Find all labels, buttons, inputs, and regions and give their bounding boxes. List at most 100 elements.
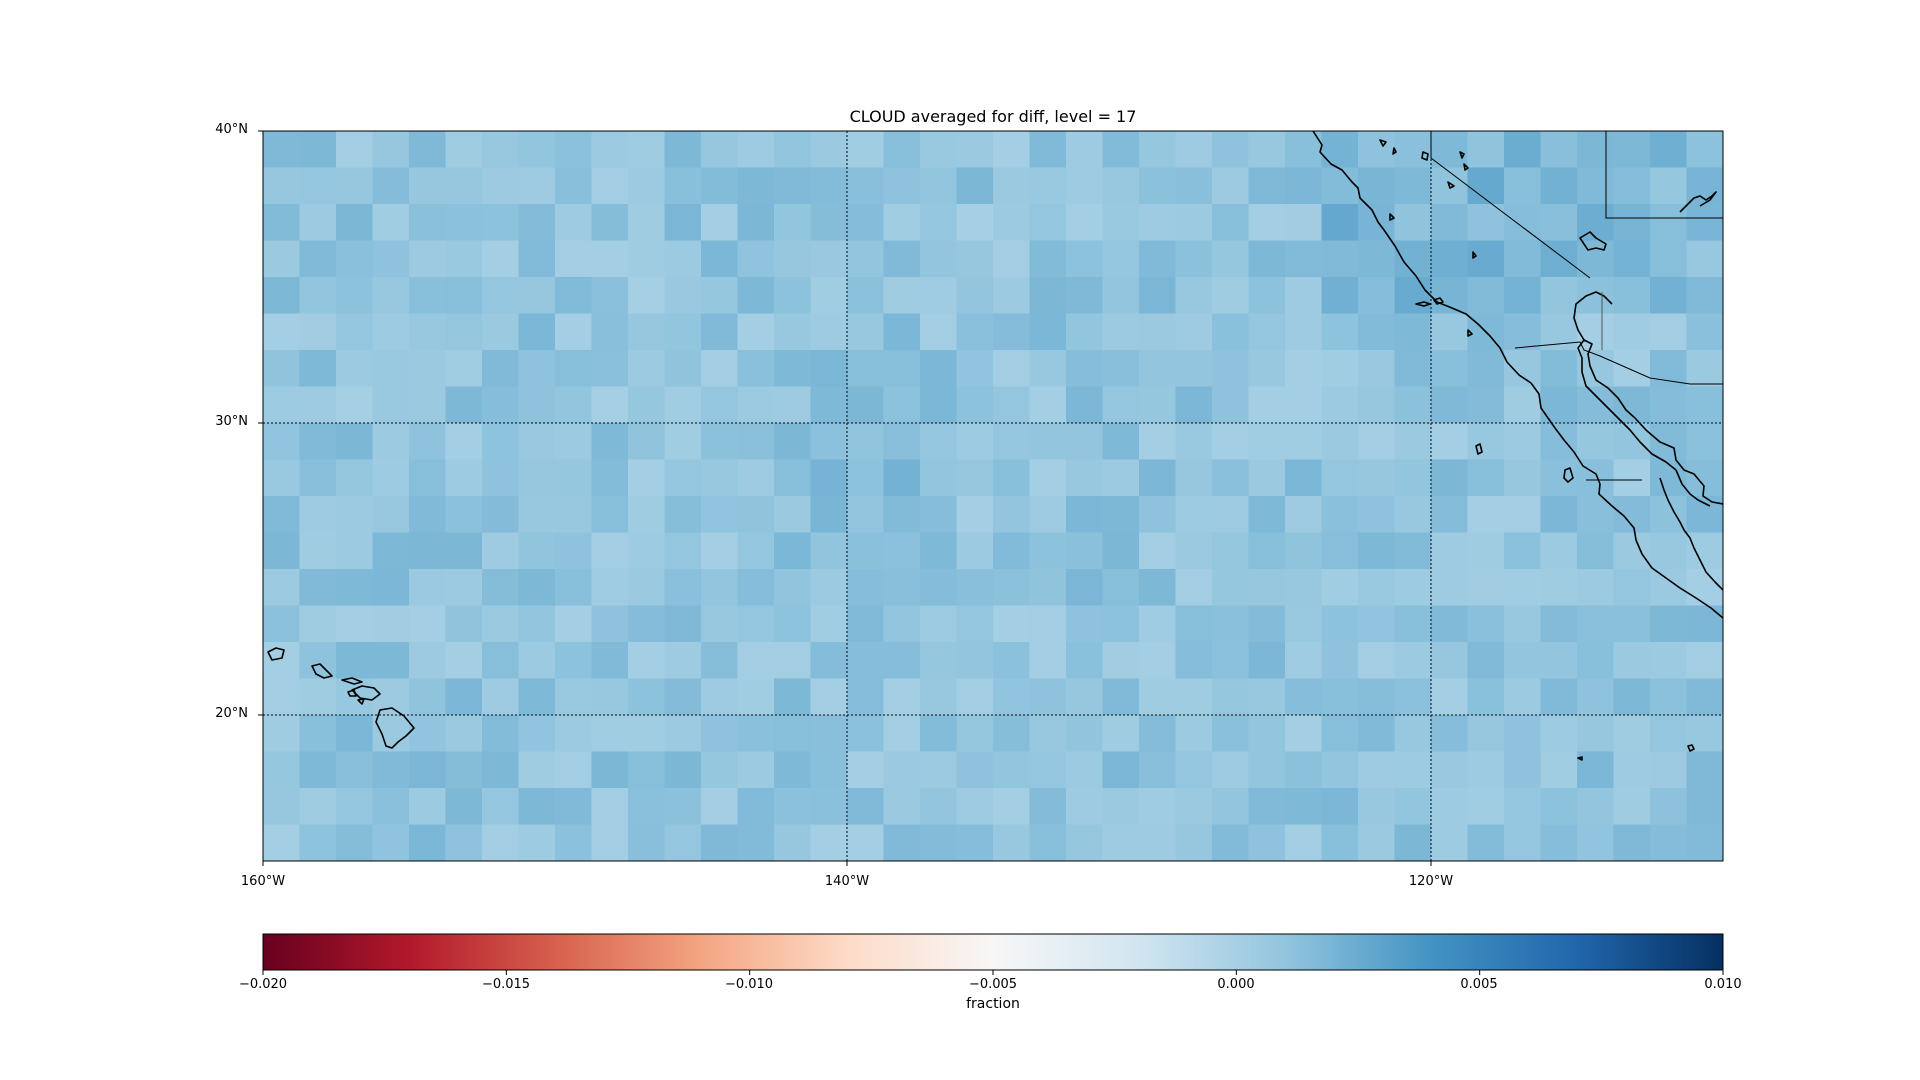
heatmap-cell <box>920 569 958 607</box>
heatmap-cell <box>591 678 629 716</box>
heatmap-cell <box>1358 459 1396 497</box>
heatmap-cell <box>1285 167 1323 205</box>
heatmap-cell <box>1212 605 1250 643</box>
heatmap-cell <box>1285 131 1323 169</box>
heatmap-cell <box>1431 459 1469 497</box>
heatmap-cell <box>1650 751 1688 789</box>
heatmap-cell <box>1431 496 1469 534</box>
heatmap-cell <box>1248 788 1286 826</box>
heatmap-cell <box>1248 642 1286 680</box>
gulf-of-california-coastline <box>1577 339 1723 507</box>
heatmap-cell <box>1029 751 1067 789</box>
heatmap-cell <box>883 459 921 497</box>
heatmap-cell <box>956 824 994 861</box>
heatmap-cell <box>1248 423 1286 461</box>
heatmap-cell <box>1066 423 1104 461</box>
heatmap-cell <box>847 350 885 388</box>
heatmap-cell <box>1540 277 1578 315</box>
heatmap-cell <box>1139 788 1177 826</box>
heatmap-cell <box>1066 350 1104 388</box>
heatmap-cell <box>409 496 447 534</box>
heatmap-cell <box>1358 350 1396 388</box>
heatmap-cell <box>591 240 629 278</box>
heatmap-cell <box>409 313 447 351</box>
heatmap-cell <box>1102 313 1140 351</box>
colorbar-ticks <box>262 970 1724 975</box>
heatmap-cell <box>1212 532 1250 570</box>
heatmap-cell <box>336 423 374 461</box>
heatmap-cell <box>1066 788 1104 826</box>
heatmap-cell <box>1029 313 1067 351</box>
heatmap-cell <box>482 605 520 643</box>
heatmap-cell <box>482 642 520 680</box>
heatmap-cell <box>299 788 337 826</box>
heatmap-cell <box>409 751 447 789</box>
heatmap-cell <box>1358 277 1396 315</box>
heatmap-cell <box>336 131 374 169</box>
lat-label-40n: 40°N <box>215 122 248 137</box>
heatmap-cell <box>555 678 593 716</box>
heatmap-cell <box>810 277 848 315</box>
heatmap-cell <box>1577 678 1615 716</box>
heatmap-cell <box>482 204 520 242</box>
heatmap-cell <box>956 131 994 169</box>
heatmap-cell <box>1577 423 1615 461</box>
heatmap-cell <box>1212 167 1250 205</box>
heatmap-cell <box>847 277 885 315</box>
heatmap-cell <box>372 240 410 278</box>
heatmap-cell <box>1650 423 1688 461</box>
heatmap-cell <box>555 423 593 461</box>
heatmap-cell <box>518 350 556 388</box>
heatmap-cell <box>737 277 775 315</box>
heatmap-cell <box>1504 751 1542 789</box>
heatmap-cell <box>810 824 848 861</box>
heatmap-cell <box>445 423 483 461</box>
heatmap-cell <box>372 350 410 388</box>
heatmap-cell <box>774 386 812 424</box>
heatmap-cell <box>1248 824 1286 861</box>
heatmap-cell <box>1175 423 1213 461</box>
colorbar-label: fraction <box>966 996 1020 1012</box>
heatmap-cell <box>883 204 921 242</box>
heatmap-cell <box>336 204 374 242</box>
heatmap-cell <box>1175 350 1213 388</box>
heatmap-cell <box>336 167 374 205</box>
heatmap-cell <box>1650 532 1688 570</box>
heatmap-cell <box>482 496 520 534</box>
heatmap-cell <box>1577 642 1615 680</box>
heatmap-cell <box>628 496 666 534</box>
heatmap-cell <box>1102 824 1140 861</box>
heatmap-cell <box>920 751 958 789</box>
heatmap-cell <box>555 277 593 315</box>
heatmap-cell <box>956 277 994 315</box>
heatmap-cell <box>1139 642 1177 680</box>
chart-title: CLOUD averaged for diff, level = 17 <box>849 107 1137 126</box>
clarion-island <box>1577 756 1583 761</box>
heatmap-cell <box>555 350 593 388</box>
heatmap-cell <box>1212 423 1250 461</box>
heatmap-cell <box>1686 204 1723 242</box>
heatmap-cell <box>299 240 337 278</box>
heatmap-cell <box>1139 678 1177 716</box>
heatmap-cell <box>1613 605 1651 643</box>
heatmap-cell <box>1212 751 1250 789</box>
heatmap-cell <box>518 678 556 716</box>
heatmap-cell <box>409 715 447 753</box>
heatmap-cell <box>1504 350 1542 388</box>
heatmap-cell <box>847 423 885 461</box>
heatmap-cell <box>993 204 1031 242</box>
heatmap-cell <box>701 240 739 278</box>
heatmap-cell <box>1394 423 1432 461</box>
heatmap-cell <box>847 131 885 169</box>
heatmap-cell <box>336 788 374 826</box>
colorbar-tick-label: −0.005 <box>968 977 1018 992</box>
heatmap-cell <box>555 240 593 278</box>
heatmap-cell <box>445 131 483 169</box>
heatmap-cell <box>1540 240 1578 278</box>
heatmap-cell <box>774 131 812 169</box>
heatmap-cell <box>737 715 775 753</box>
heatmap-cell <box>774 715 812 753</box>
heatmap-cell <box>628 240 666 278</box>
heatmap-cell <box>628 605 666 643</box>
heatmap-cell <box>956 204 994 242</box>
